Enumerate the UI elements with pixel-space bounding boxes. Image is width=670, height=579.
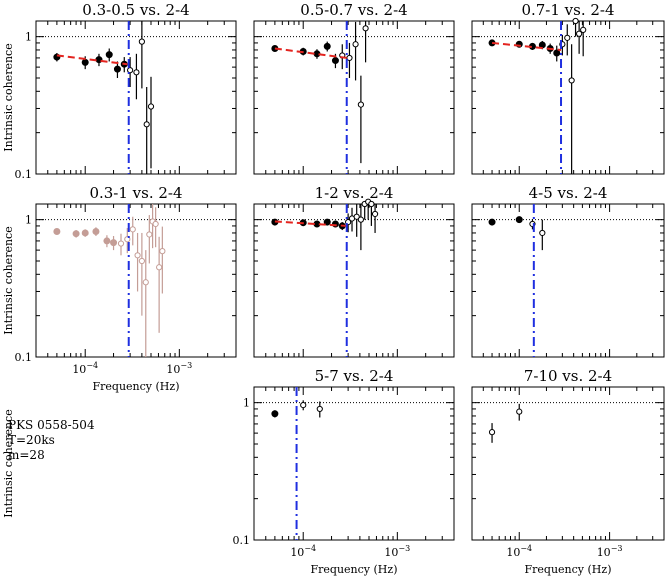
open-point	[159, 248, 166, 255]
open-point	[572, 17, 579, 25]
open-point	[146, 231, 153, 238]
open-point	[127, 67, 134, 74]
fit-line	[274, 220, 347, 227]
source-name: PKS 0558-504	[8, 418, 95, 432]
panel-6: 4-5 vs. 2-4	[471, 184, 665, 358]
open-point	[352, 41, 359, 48]
panel-title: 0.5-0.7 vs. 2-4	[300, 1, 407, 19]
fit-line	[56, 54, 128, 66]
open-point	[117, 240, 125, 247]
y-axis-label: Intrinsic coherence	[2, 43, 15, 151]
exposure-time: T=20ks	[8, 433, 55, 447]
y-tick-label: 1	[25, 214, 32, 227]
x-tick-label: 10−4	[506, 544, 532, 559]
open-point	[147, 103, 155, 110]
open-point	[539, 229, 546, 237]
open-point	[152, 220, 159, 228]
open-point	[316, 405, 323, 413]
x-axis-label: Frequency (Hz)	[311, 563, 398, 576]
open-point	[156, 264, 163, 271]
panel-title: 0.3-1 vs. 2-4	[89, 184, 182, 202]
plot-frame	[253, 203, 455, 358]
open-point	[143, 121, 150, 128]
filled-point	[323, 42, 331, 50]
filled-point	[271, 410, 279, 418]
plot-frame	[35, 20, 237, 175]
panel-title: 1-2 vs. 2-4	[315, 184, 394, 202]
open-point	[138, 38, 145, 45]
fit-line	[491, 41, 562, 51]
x-axis-label: Frequency (Hz)	[525, 563, 612, 576]
filled-point	[103, 237, 111, 245]
y-axis-label: Intrinsic coherence	[2, 409, 15, 517]
panel-title: 5-7 vs. 2-4	[315, 367, 394, 385]
panel-1: 0.3-0.5 vs. 2-4 0.1 1 Intrinsic coherence	[2, 1, 237, 181]
x-axis-label: Frequency (Hz)	[93, 380, 180, 393]
open-point	[488, 429, 496, 436]
plot-frame	[471, 20, 665, 175]
filled-point	[331, 57, 339, 65]
open-point	[576, 30, 583, 37]
plot-frame	[471, 203, 665, 358]
filled-point	[92, 227, 100, 235]
plot-frame	[471, 386, 665, 541]
open-point	[142, 279, 149, 286]
x-tick-label: 10−3	[384, 544, 410, 559]
y-tick-label: 0.1	[233, 534, 251, 547]
y-tick-label: 1	[243, 397, 250, 410]
filled-point	[488, 218, 496, 226]
panel-5: 1-2 vs. 2-4	[253, 184, 455, 358]
filled-point	[81, 229, 89, 237]
open-point	[133, 69, 140, 76]
panel-7: 5-7 vs. 2-4 0.1 1 10−4 10−3 Intrinsic coheren…	[2, 367, 455, 576]
open-point	[357, 101, 364, 108]
open-point	[346, 54, 353, 62]
filled-point	[53, 227, 61, 235]
open-point	[353, 213, 360, 220]
filled-point	[72, 230, 80, 238]
open-point	[368, 200, 375, 208]
panel-4: 0.3-1 vs. 2-4 0.1 1 10−4 10−3 Intrinsic coher…	[2, 184, 237, 393]
plot-frame	[253, 20, 455, 175]
panel-title: 0.7-1 vs. 2-4	[521, 1, 614, 19]
filled-point	[113, 65, 121, 73]
filled-point	[105, 51, 113, 59]
panel-3: 0.7-1 vs. 2-4	[471, 1, 665, 175]
open-point	[138, 257, 145, 265]
x-tick-label: 10−4	[290, 544, 316, 559]
open-point	[129, 226, 136, 233]
filled-point	[515, 216, 523, 224]
filled-point	[553, 49, 561, 57]
open-point	[580, 26, 587, 33]
y-tick-label: 0.1	[15, 168, 33, 181]
x-tick-label: 10−3	[166, 361, 192, 376]
bin-count: m=28	[8, 448, 45, 462]
filled-point	[81, 58, 89, 66]
x-tick-label: 10−3	[597, 544, 623, 559]
open-point	[300, 401, 307, 409]
open-point	[568, 77, 575, 84]
y-tick-label: 0.1	[15, 351, 33, 364]
fit-line	[274, 47, 347, 59]
filled-point	[323, 218, 331, 226]
open-point	[134, 252, 141, 259]
open-point	[564, 34, 571, 41]
panel-title: 0.3-0.5 vs. 2-4	[82, 1, 189, 19]
plot-frame	[35, 203, 237, 358]
x-tick-label: 10−4	[72, 361, 98, 376]
y-tick-label: 1	[25, 31, 32, 44]
y-axis-label: Intrinsic coherence	[2, 226, 15, 334]
open-point	[357, 216, 364, 223]
open-point	[516, 408, 523, 415]
observation-info: PKS 0558-504 T=20ks m=28	[8, 418, 95, 463]
open-point	[371, 210, 379, 218]
open-point	[362, 25, 369, 32]
plot-frame	[253, 386, 455, 541]
panel-title: 4-5 vs. 2-4	[529, 184, 608, 202]
filled-point	[110, 239, 118, 247]
panel-8: 7-10 vs. 2-4 10−4 10−3 Frequency (Hz)	[471, 367, 665, 576]
panel-2: 0.5-0.7 vs. 2-4	[253, 1, 455, 175]
panel-title: 7-10 vs. 2-4	[524, 367, 612, 385]
